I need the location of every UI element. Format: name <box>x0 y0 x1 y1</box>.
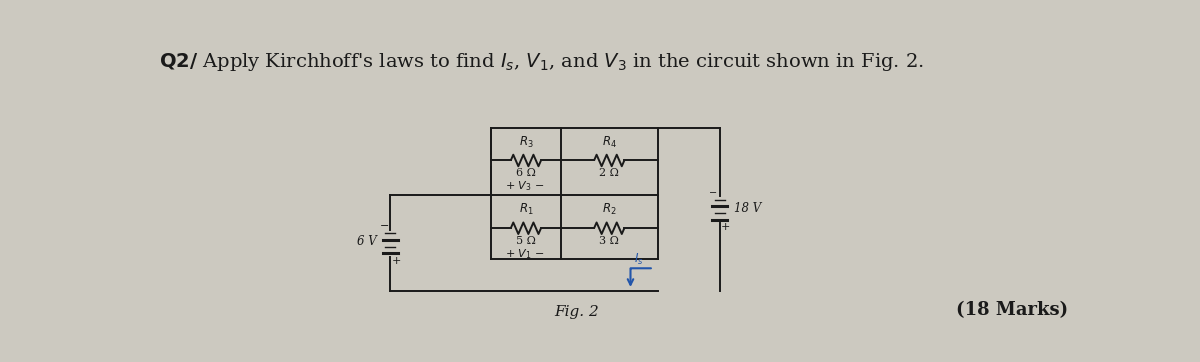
Text: $R_2$: $R_2$ <box>602 202 617 218</box>
Text: +: + <box>721 223 731 232</box>
Text: 6 Ω: 6 Ω <box>516 168 536 178</box>
Text: 2 Ω: 2 Ω <box>599 168 619 178</box>
Text: $R_3$: $R_3$ <box>518 135 533 150</box>
Text: (18 Marks): (18 Marks) <box>956 301 1068 319</box>
Text: −: − <box>379 221 389 231</box>
Text: $R_4$: $R_4$ <box>601 135 617 150</box>
Text: 3 Ω: 3 Ω <box>599 236 619 246</box>
Text: +: + <box>391 256 401 266</box>
Text: Fig. 2: Fig. 2 <box>554 305 599 319</box>
Text: 18 V: 18 V <box>733 202 761 215</box>
Text: 5 Ω: 5 Ω <box>516 236 536 246</box>
Text: 6 V: 6 V <box>356 235 377 248</box>
Text: $I_s$: $I_s$ <box>635 252 644 267</box>
Text: $R_1$: $R_1$ <box>518 202 533 218</box>
Text: −: − <box>709 188 718 198</box>
Text: + $V_1$ −: + $V_1$ − <box>505 247 544 261</box>
Text: $\mathbf{Q2/}$ Apply Kirchhoff's laws to find $I_s$, $V_1$, and $V_3$ in the cir: $\mathbf{Q2/}$ Apply Kirchhoff's laws to… <box>160 51 924 73</box>
Text: + $V_3$ −: + $V_3$ − <box>505 179 544 193</box>
